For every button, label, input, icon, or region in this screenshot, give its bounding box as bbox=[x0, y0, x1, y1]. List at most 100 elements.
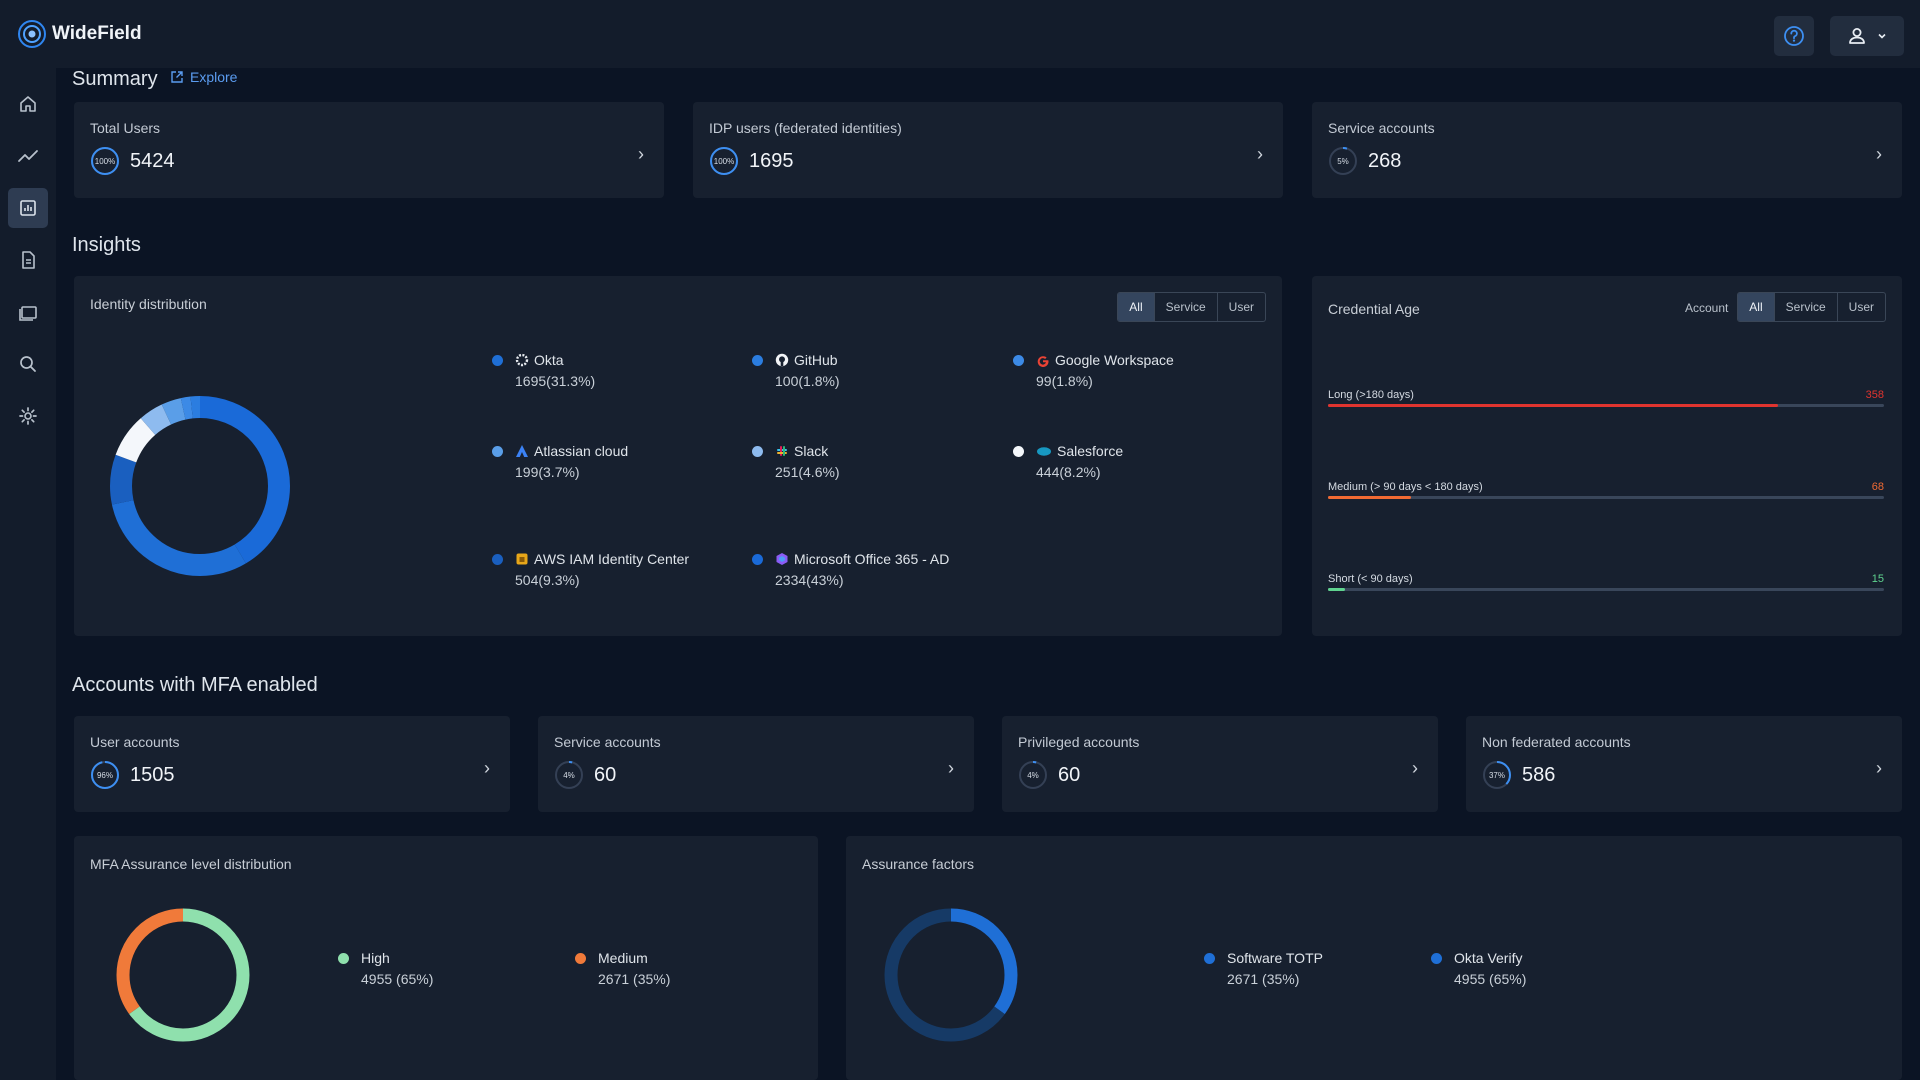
filter-user[interactable]: User bbox=[1848, 300, 1874, 314]
donut-slice-medium bbox=[116, 908, 250, 1042]
dashboard-icon bbox=[20, 200, 36, 216]
stat-value: 1505 bbox=[130, 763, 175, 786]
ring-fill bbox=[555, 761, 583, 789]
legend-item-okta-verify: Okta Verify 4955 (65%) bbox=[1431, 950, 1526, 987]
external-link-icon bbox=[171, 71, 183, 83]
user-menu-button[interactable] bbox=[1830, 16, 1904, 56]
credential-age-panel: Credential Age Account All Service User … bbox=[1312, 276, 1902, 636]
filter-user[interactable]: User bbox=[1228, 300, 1254, 314]
mfa-card-privileged-accounts[interactable]: Privileged accounts 4% 60 › bbox=[1002, 716, 1438, 812]
legend-name: GitHub bbox=[794, 352, 838, 368]
progress-percent: 96% bbox=[96, 770, 113, 780]
stat-value: 1695 bbox=[749, 149, 794, 172]
search-icon bbox=[20, 356, 36, 372]
chevron-right-icon: › bbox=[1876, 144, 1882, 164]
sidebar-item-collections[interactable] bbox=[8, 292, 48, 332]
salesforce-icon bbox=[1037, 447, 1051, 456]
help-icon bbox=[1784, 26, 1804, 46]
bar-fill bbox=[1328, 588, 1345, 591]
logo[interactable]: WideField bbox=[16, 18, 142, 50]
progress-ring-graphic bbox=[1483, 761, 1511, 789]
panel-title: MFA Assurance level distribution bbox=[90, 856, 292, 872]
assurance-donut-chart bbox=[116, 908, 250, 1042]
legend-name: Okta Verify bbox=[1454, 950, 1523, 966]
legend-share: (3.7%) bbox=[538, 464, 580, 480]
mfa-card-non-federated-accounts[interactable]: Non federated accounts 37% 586 › bbox=[1466, 716, 1902, 812]
google-icon bbox=[1037, 356, 1049, 367]
stat-label: Service accounts bbox=[554, 734, 661, 750]
progress-ring: 4% bbox=[1018, 760, 1048, 790]
ring-fill bbox=[1329, 147, 1357, 175]
filter-all[interactable]: All bbox=[1738, 293, 1775, 321]
panel-title: Credential Age bbox=[1328, 301, 1420, 317]
legend-name: Atlassian cloud bbox=[534, 443, 629, 459]
stat-value: 60 bbox=[594, 763, 617, 786]
legend-share: (35%) bbox=[1262, 971, 1300, 987]
progress-percent: 4% bbox=[563, 770, 575, 780]
progress-percent: 4% bbox=[1027, 770, 1039, 780]
sidebar-item-home[interactable] bbox=[8, 84, 48, 124]
filter-all[interactable]: All bbox=[1118, 293, 1155, 321]
legend-item-medium: Medium 2671 (35%) bbox=[575, 950, 670, 987]
filter-service[interactable]: Service bbox=[1775, 293, 1838, 321]
legend-share: (31.3%) bbox=[546, 373, 596, 389]
ring-fill bbox=[91, 147, 119, 175]
legend-dot bbox=[492, 355, 503, 366]
mfa-card-user-accounts[interactable]: User accounts 96% 1505 › bbox=[74, 716, 510, 812]
help-button[interactable] bbox=[1774, 16, 1814, 56]
legend-name: Salesforce bbox=[1057, 443, 1124, 459]
sidebar-item-trends[interactable] bbox=[8, 136, 48, 176]
insights-title: Insights bbox=[72, 234, 141, 256]
progress-ring-graphic bbox=[91, 761, 119, 789]
account-label: Account bbox=[1685, 301, 1729, 315]
summary-card-total-users[interactable]: Total Users 100% 5424 › bbox=[74, 102, 664, 198]
progress-ring: 100% bbox=[90, 146, 120, 176]
sidebar bbox=[0, 68, 56, 1080]
credential-row-medium: Medium (> 90 days < 180 days) 68 bbox=[1328, 481, 1884, 499]
identity-distribution-panel: Identity distribution All Service User O… bbox=[74, 276, 1282, 636]
bar-label: Short (< 90 days) bbox=[1328, 573, 1413, 585]
progress-percent: 37% bbox=[1488, 770, 1505, 780]
legend-dot bbox=[338, 953, 349, 964]
legend-count: 2334 bbox=[775, 572, 807, 588]
sidebar-item-search[interactable] bbox=[8, 344, 48, 384]
chevron-down-icon bbox=[1878, 33, 1886, 39]
atlassian-icon bbox=[516, 445, 528, 457]
legend-name: AWS IAM Identity Center bbox=[534, 551, 690, 567]
filter-service[interactable]: Service bbox=[1155, 293, 1218, 321]
sidebar-item-reports[interactable] bbox=[8, 240, 48, 280]
stat-label: Service accounts bbox=[1328, 120, 1435, 136]
stat-value: 60 bbox=[1058, 763, 1081, 786]
progress-percent: 5% bbox=[1337, 156, 1349, 166]
sidebar-item-settings[interactable] bbox=[8, 396, 48, 436]
bar-track bbox=[1328, 496, 1884, 499]
home-icon bbox=[20, 96, 36, 112]
factors-donut-chart bbox=[884, 908, 1018, 1042]
legend-dot bbox=[752, 554, 763, 565]
legend-dot bbox=[1013, 355, 1024, 366]
legend-name: Software TOTP bbox=[1227, 950, 1323, 966]
chevron-right-icon: › bbox=[948, 758, 954, 778]
legend-name: Medium bbox=[598, 950, 648, 966]
summary-card-service-accounts[interactable]: Service accounts 5% 268 › bbox=[1312, 102, 1902, 198]
legend-dot bbox=[575, 953, 586, 964]
sidebar-item-dashboard[interactable] bbox=[8, 188, 48, 228]
legend-name: Microsoft Office 365 - AD bbox=[794, 551, 950, 567]
mfa-card-service-accounts[interactable]: Service accounts 4% 60 › bbox=[538, 716, 974, 812]
github-icon bbox=[775, 353, 789, 367]
bar-count: 358 bbox=[1865, 389, 1884, 401]
legend-count: 4955 bbox=[1454, 971, 1486, 987]
panel-title: Identity distribution bbox=[90, 296, 207, 312]
progress-ring: 100% bbox=[709, 146, 739, 176]
main-content: Summary Explore Total Users 100% 5424 › … bbox=[56, 68, 1920, 1080]
aws-icon bbox=[516, 553, 528, 565]
identity-filter: All Service User bbox=[1117, 292, 1266, 322]
stat-value: 5424 bbox=[130, 149, 175, 172]
explore-link[interactable]: Explore bbox=[170, 69, 237, 85]
legend-name: Slack bbox=[794, 443, 829, 459]
legend-share: (1.8%) bbox=[1051, 373, 1093, 389]
legend-share: (1.8%) bbox=[798, 373, 840, 389]
summary-card-idp-users[interactable]: IDP users (federated identities) 100% 16… bbox=[693, 102, 1283, 198]
legend-count: 4955 bbox=[361, 971, 393, 987]
credential-row-short: Short (< 90 days) 15 bbox=[1328, 573, 1884, 591]
